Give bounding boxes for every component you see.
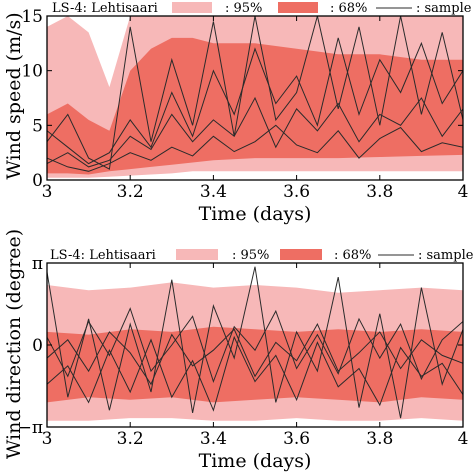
legend-label-68: : 68% bbox=[330, 1, 367, 16]
legend-swatch-68 bbox=[280, 249, 322, 260]
sample-line-1 bbox=[47, 124, 463, 172]
y-tick-label: 10 bbox=[21, 62, 43, 82]
y-tick-label: 0 bbox=[32, 336, 43, 356]
y-tick-label: 15 bbox=[21, 7, 43, 27]
y-tick-label: 5 bbox=[32, 116, 43, 136]
wind-direction-title: LS-4: Lehtisaari bbox=[50, 248, 156, 263]
legend-label-68: : 68% bbox=[334, 248, 371, 263]
y-tick-label: −π bbox=[18, 418, 43, 438]
y-tick-label: 0 bbox=[32, 171, 43, 191]
legend-swatch-95 bbox=[172, 2, 212, 13]
legend-swatch-68 bbox=[278, 2, 318, 13]
x-tick-label: 3.6 bbox=[283, 429, 310, 449]
wind-speed-y-label: Wind speed (m/s) bbox=[3, 12, 25, 179]
x-tick-label: 3 bbox=[42, 429, 53, 449]
x-tick-label: 3.8 bbox=[366, 429, 393, 449]
sample-line-4 bbox=[47, 96, 463, 168]
wind-speed-panel: LS-4: Lehtisaari : 95% : 68% : sample 3 3… bbox=[3, 1, 472, 225]
wind-direction-legend: LS-4: Lehtisaari : 95% : 68% : sample bbox=[50, 248, 474, 263]
sample-line-2 bbox=[47, 37, 463, 165]
x-tick-label: 4 bbox=[458, 429, 469, 449]
legend-label-95: : 95% bbox=[232, 248, 269, 263]
y-tick-label: π bbox=[32, 254, 43, 274]
plot-frame bbox=[46, 15, 464, 181]
x-tick-label: 3.2 bbox=[117, 182, 144, 202]
x-tick-label: 3 bbox=[42, 182, 53, 202]
sample-line-4 bbox=[47, 307, 463, 384]
x-tick-label: 3.2 bbox=[117, 429, 144, 449]
wind-direction-panel: LS-4: Lehtisaari : 95% : 68% : sample 3 3… bbox=[3, 229, 474, 472]
wind-direction-y-label: Wind direction (degree) bbox=[3, 229, 25, 459]
legend-label-sample: : sample bbox=[416, 1, 472, 16]
legend-swatch-95 bbox=[176, 249, 218, 260]
x-tick-label: 4 bbox=[458, 182, 469, 202]
x-tick-label: 3.6 bbox=[283, 182, 310, 202]
sample-line-3 bbox=[47, 335, 463, 412]
x-tick-label: 3.4 bbox=[200, 182, 227, 202]
x-tick-label: 3.8 bbox=[366, 182, 393, 202]
wind-speed-title: LS-4: Lehtisaari bbox=[52, 1, 158, 16]
wind-speed-x-label: Time (days) bbox=[199, 203, 312, 225]
wind-direction-x-label: Time (days) bbox=[199, 450, 312, 472]
legend-label-sample: : sample bbox=[418, 248, 474, 263]
legend-label-95: : 95% bbox=[225, 1, 262, 16]
x-tick-label: 3.4 bbox=[200, 429, 227, 449]
band-68 bbox=[47, 326, 463, 403]
sample-line-3 bbox=[47, 16, 463, 170]
sample-line-2 bbox=[47, 266, 463, 419]
wind-speed-legend: LS-4: Lehtisaari : 95% : 68% : sample bbox=[52, 1, 472, 16]
